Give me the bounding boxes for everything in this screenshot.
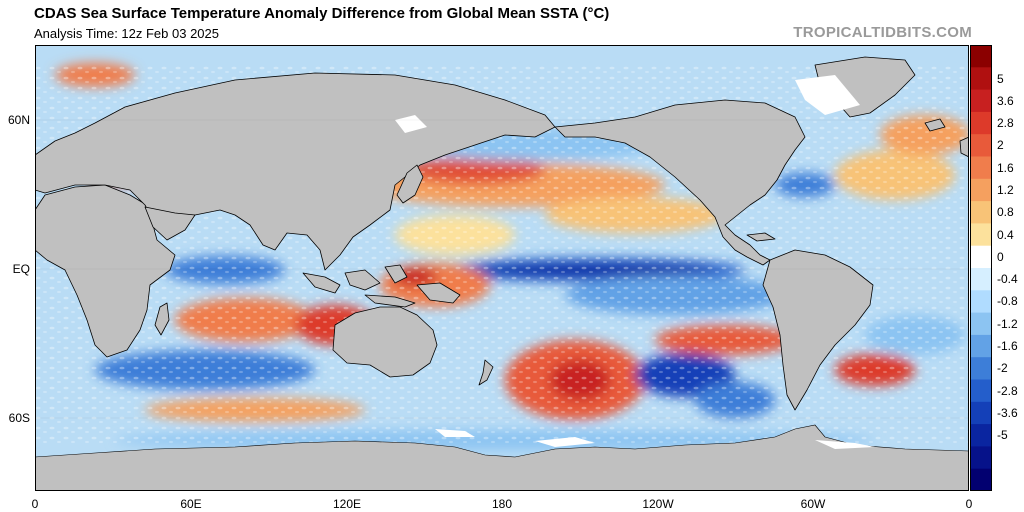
colorbar-label: 0.4 [997,227,1014,242]
colorbar-label: 3.6 [997,93,1014,108]
colorbar-label: 1.6 [997,160,1014,175]
arabian-peninsula [144,206,196,241]
colorbar-swatch [970,245,992,269]
colorbar-swatch [970,424,992,447]
colorbar-label: -1.2 [997,316,1018,331]
iceland-island [924,118,946,132]
colorbar-swatch [970,312,992,336]
africa-landmass [35,184,176,358]
new-zealand-islands [478,359,494,386]
colorbar-swatch [970,290,992,314]
lat-label-60n: 60N [7,113,30,127]
colorbar-swatch [970,156,992,180]
colorbar-swatch [970,268,992,291]
colorbar-swatch [970,178,992,202]
sst-anomaly-map [35,45,969,491]
lon-label-120e: 120E [332,497,362,511]
colorbar-swatch [970,223,992,247]
lon-label-60e: 60E [180,497,202,511]
new-guinea-island [416,282,461,304]
colorbar-swatch [970,111,992,135]
colorbar-label: 0.8 [997,205,1014,220]
colorbar-swatch [970,89,992,113]
colorbar-swatch [970,67,992,91]
colorbar-label: -5 [997,428,1008,443]
colorbar-label: 2 [997,138,1004,153]
colorbar-label: -1.6 [997,339,1018,354]
colorbar-swatch [970,401,992,425]
colorbar-label: 0 [997,249,1004,264]
antarctica-landmass [35,424,969,491]
lon-label-0-right: 0 [965,497,973,511]
lat-label-eq: EQ [12,262,30,276]
caribbean-islands [746,232,776,242]
australia-landmass [332,306,438,378]
colorbar-label: -2 [997,361,1008,376]
colorbar-label: -0.4 [997,272,1018,287]
colorbar [970,45,992,491]
lon-label-60w: 60W [800,497,826,511]
colorbar-swatch [970,45,992,68]
colorbar-label: -3.6 [997,405,1018,420]
colorbar-swatch [970,201,992,224]
colorbar-label: 5 [997,71,1004,86]
madagascar-island [154,302,170,336]
colorbar-frame [970,45,992,491]
colorbar-label: 1.2 [997,183,1014,197]
colorbar-label: 2.8 [997,116,1014,130]
south-america-landmass [762,249,874,411]
lat-label-60s: 60S [8,411,30,425]
colorbar-swatch [970,134,992,157]
colorbar-swatch [970,468,992,491]
colorbar-swatch [970,334,992,358]
maritime-continent [302,264,416,308]
lon-label-0-left: 0 [31,497,39,511]
gridlines [35,119,969,419]
colorbar-swatch [970,379,992,403]
colorbar-swatch [970,446,992,470]
colorbar-swatch [970,357,992,380]
british-isles [959,136,969,158]
analysis-time: Analysis Time: 12z Feb 03 2025 [34,26,219,41]
lon-label-120w: 120W [642,497,674,511]
colorbar-label: -2.8 [997,383,1018,398]
north-america-landmass [554,99,806,266]
lon-label-180: 180 [491,497,513,511]
colorbar-label: -0.8 [997,294,1018,309]
watermark: TROPICALTIDBITS.COM [793,24,972,41]
sea-ice [395,75,875,449]
map-title: CDAS Sea Surface Temperature Anomaly Dif… [34,5,610,22]
japan-islands [396,164,424,204]
